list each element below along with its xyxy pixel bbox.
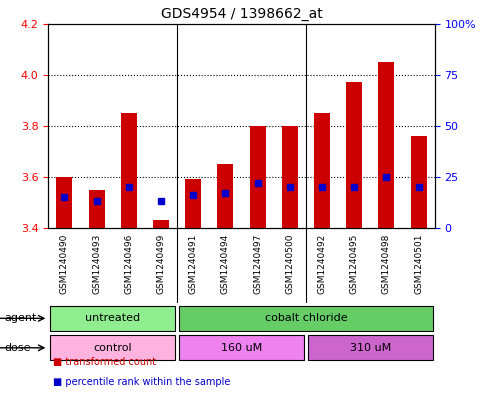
- Text: GSM1240494: GSM1240494: [221, 234, 230, 294]
- Text: agent: agent: [5, 313, 37, 323]
- Text: ■ transformed count: ■ transformed count: [53, 358, 156, 367]
- Bar: [57, 177, 72, 228]
- Text: GSM1240497: GSM1240497: [253, 234, 262, 294]
- Text: GSM1240495: GSM1240495: [350, 234, 359, 294]
- Text: untreated: untreated: [85, 313, 140, 323]
- Text: GSM1240498: GSM1240498: [382, 234, 391, 294]
- FancyBboxPatch shape: [50, 306, 175, 331]
- Bar: [282, 126, 298, 228]
- Text: ■ percentile rank within the sample: ■ percentile rank within the sample: [53, 377, 230, 387]
- Text: GSM1240501: GSM1240501: [414, 234, 423, 294]
- Text: GSM1240496: GSM1240496: [124, 234, 133, 294]
- FancyBboxPatch shape: [308, 336, 433, 360]
- Title: GDS4954 / 1398662_at: GDS4954 / 1398662_at: [161, 7, 322, 21]
- Bar: [378, 62, 395, 228]
- Bar: [314, 113, 330, 228]
- Text: dose: dose: [5, 343, 31, 353]
- Text: GSM1240492: GSM1240492: [317, 234, 327, 294]
- Text: control: control: [93, 343, 132, 353]
- FancyBboxPatch shape: [179, 336, 304, 360]
- FancyBboxPatch shape: [50, 336, 175, 360]
- Bar: [185, 179, 201, 228]
- Bar: [250, 126, 266, 228]
- Bar: [153, 220, 169, 228]
- Text: 160 uM: 160 uM: [221, 343, 262, 353]
- Bar: [121, 113, 137, 228]
- Text: cobalt chloride: cobalt chloride: [265, 313, 347, 323]
- Text: 310 uM: 310 uM: [350, 343, 391, 353]
- Bar: [411, 136, 426, 228]
- Text: GSM1240500: GSM1240500: [285, 234, 294, 294]
- Text: GSM1240499: GSM1240499: [156, 234, 166, 294]
- Text: GSM1240490: GSM1240490: [60, 234, 69, 294]
- Bar: [346, 82, 362, 228]
- Text: GSM1240491: GSM1240491: [189, 234, 198, 294]
- FancyBboxPatch shape: [179, 306, 433, 331]
- Text: GSM1240493: GSM1240493: [92, 234, 101, 294]
- Bar: [88, 189, 105, 228]
- Bar: [217, 164, 233, 228]
